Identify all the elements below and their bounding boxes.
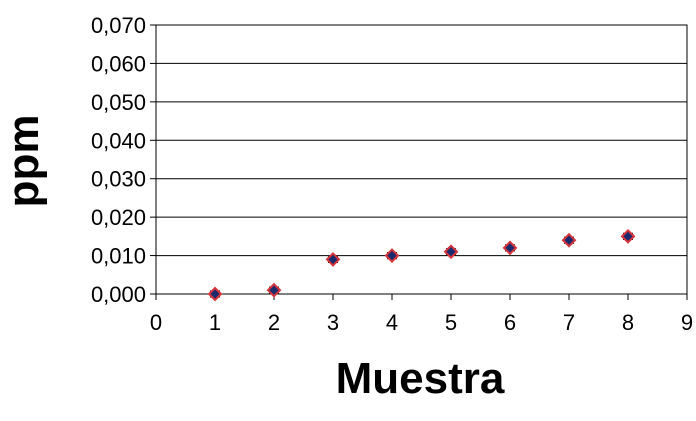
x-tick-label: 2 <box>268 310 280 335</box>
x-tick-label: 3 <box>327 310 339 335</box>
y-tick-label: 0,070 <box>91 13 146 38</box>
y-tick-label: 0,030 <box>91 167 146 192</box>
x-tick-label: 7 <box>563 310 575 335</box>
y-tick-label: 0,020 <box>91 205 146 230</box>
plot-area <box>155 24 688 295</box>
x-axis-title: Muestra <box>336 354 505 403</box>
data-markers <box>207 228 636 302</box>
x-tick-label: 9 <box>681 310 693 335</box>
data-point <box>443 244 459 260</box>
y-tick-label: 0,040 <box>91 128 146 153</box>
x-tick-label: 6 <box>504 310 516 335</box>
y-tick-labels: 0,000 0,010 0,020 0,030 0,040 0,050 0,060 0,070 <box>91 13 146 307</box>
data-point <box>620 228 636 244</box>
y-axis-title: ppm <box>0 115 48 208</box>
gridlines <box>156 24 687 295</box>
x-tick-label: 8 <box>622 310 634 335</box>
data-point <box>384 248 400 263</box>
data-point <box>561 232 577 248</box>
x-tick-label: 4 <box>386 310 398 335</box>
data-point <box>325 252 341 267</box>
y-tick-label: 0,010 <box>91 244 146 269</box>
data-point <box>266 282 282 298</box>
x-tick-label: 5 <box>445 310 457 335</box>
x-tick-label: 0 <box>150 310 162 335</box>
y-tick-label: 0,060 <box>91 51 146 76</box>
y-tick-label: 0,000 <box>91 282 146 307</box>
x-tick-labels: 0 1 2 3 4 5 6 7 8 9 <box>150 310 693 335</box>
data-point <box>207 286 223 302</box>
data-point <box>502 240 518 256</box>
y-tick-label: 0,050 <box>91 90 146 115</box>
x-tick-label: 1 <box>209 310 221 335</box>
